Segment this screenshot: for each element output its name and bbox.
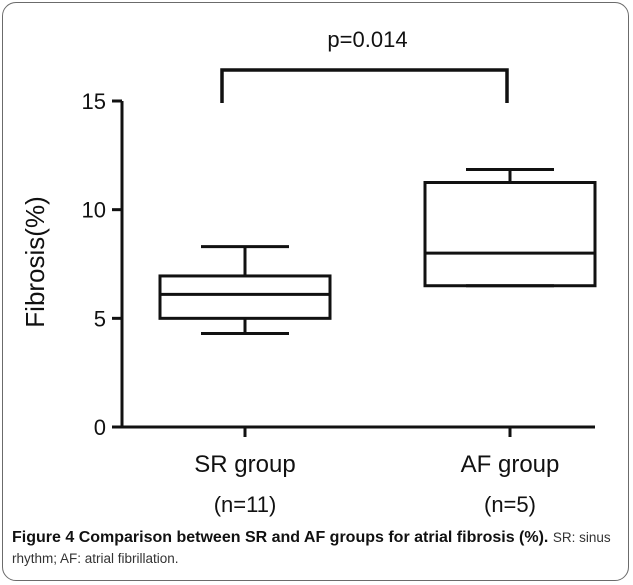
box-sr-group xyxy=(158,245,332,336)
x-category-label: SR group xyxy=(194,451,295,478)
significance-annotation: p=0.014 xyxy=(220,27,509,103)
boxes xyxy=(158,167,597,336)
x-category-sublabel: (n=5) xyxy=(484,492,536,517)
x-category-label: AF group xyxy=(461,451,560,478)
significance-bracket xyxy=(220,68,509,103)
figure-caption: Figure 4 Comparison between SR and AF gr… xyxy=(12,527,624,569)
iqr-box xyxy=(423,181,597,288)
caption-figure-label: Figure 4 xyxy=(12,529,75,546)
x-category-sublabel: (n=11) xyxy=(214,492,277,517)
caption-body: SR: sinus rhythm; AF: atrial fibrillatio… xyxy=(12,530,611,566)
y-tick-label: 5 xyxy=(94,306,106,331)
box-plot-chart: 0 5 10 15 SR group (n=11) AF group (n=5) p=0.0… xyxy=(20,27,597,517)
iqr-box xyxy=(158,274,332,320)
x-axis-labels: SR group (n=11) AF group (n=5) xyxy=(194,451,559,517)
y-tick-label: 0 xyxy=(94,415,106,440)
y-tick-label: 15 xyxy=(82,89,106,114)
y-axis-label: Fibrosis(%) xyxy=(20,196,50,327)
box-af-group xyxy=(423,167,597,288)
y-axis: 0 5 10 15 xyxy=(82,89,595,440)
p-value-label: p=0.014 xyxy=(327,27,407,52)
caption-title: Comparison between SR and AF groups for … xyxy=(78,529,549,546)
y-tick-label: 10 xyxy=(82,198,106,223)
